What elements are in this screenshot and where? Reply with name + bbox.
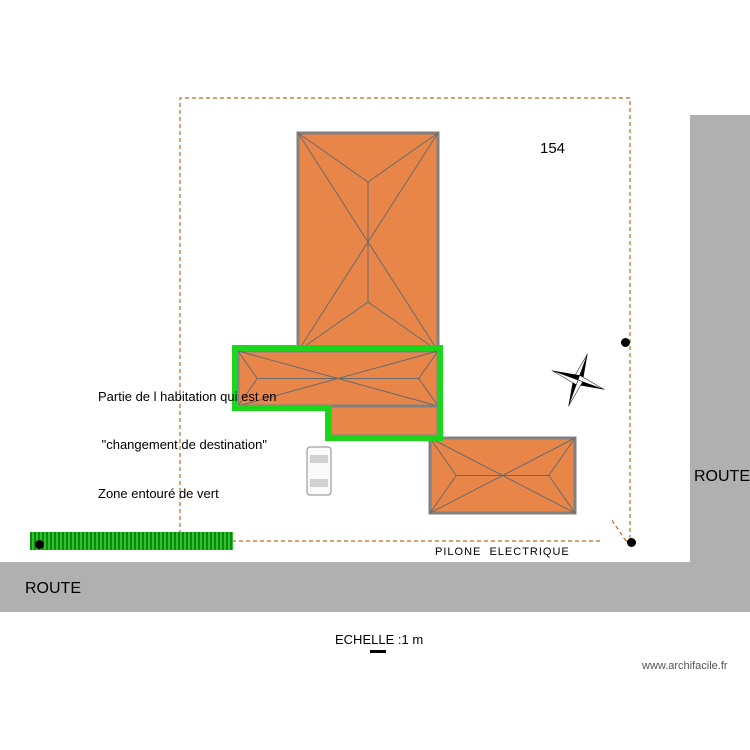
site-plan: { "canvas":{"w":750,"h":750,"bg":"#fffff… bbox=[0, 0, 750, 750]
car-icon bbox=[307, 447, 331, 495]
scale-bar bbox=[370, 650, 386, 653]
road-bottom bbox=[0, 562, 690, 612]
note-line: Partie de l habitation qui est en bbox=[98, 389, 277, 405]
note-line: "changement de destination" bbox=[98, 437, 277, 453]
main-building bbox=[298, 133, 438, 351]
credit-label: www.archifacile.fr bbox=[642, 660, 728, 672]
green-zone-note: Partie de l habitation qui est en "chang… bbox=[98, 356, 277, 519]
point-marker bbox=[627, 538, 636, 547]
route-right-label: ROUTE bbox=[694, 468, 750, 486]
parcel-number: 154 bbox=[540, 140, 565, 157]
compass-rose bbox=[542, 344, 614, 416]
road-right bbox=[690, 115, 750, 612]
note-line: Zone entouré de vert bbox=[98, 486, 277, 502]
pilone-label: PILONE ELECTRIQUE bbox=[435, 546, 570, 558]
point-marker bbox=[621, 338, 630, 347]
grass-strip bbox=[30, 532, 233, 550]
out-building bbox=[430, 438, 575, 513]
annex-lower bbox=[330, 406, 438, 436]
scale-label: ECHELLE :1 m bbox=[335, 632, 423, 647]
point-marker bbox=[35, 540, 44, 549]
route-bottom-label: ROUTE bbox=[25, 580, 81, 598]
